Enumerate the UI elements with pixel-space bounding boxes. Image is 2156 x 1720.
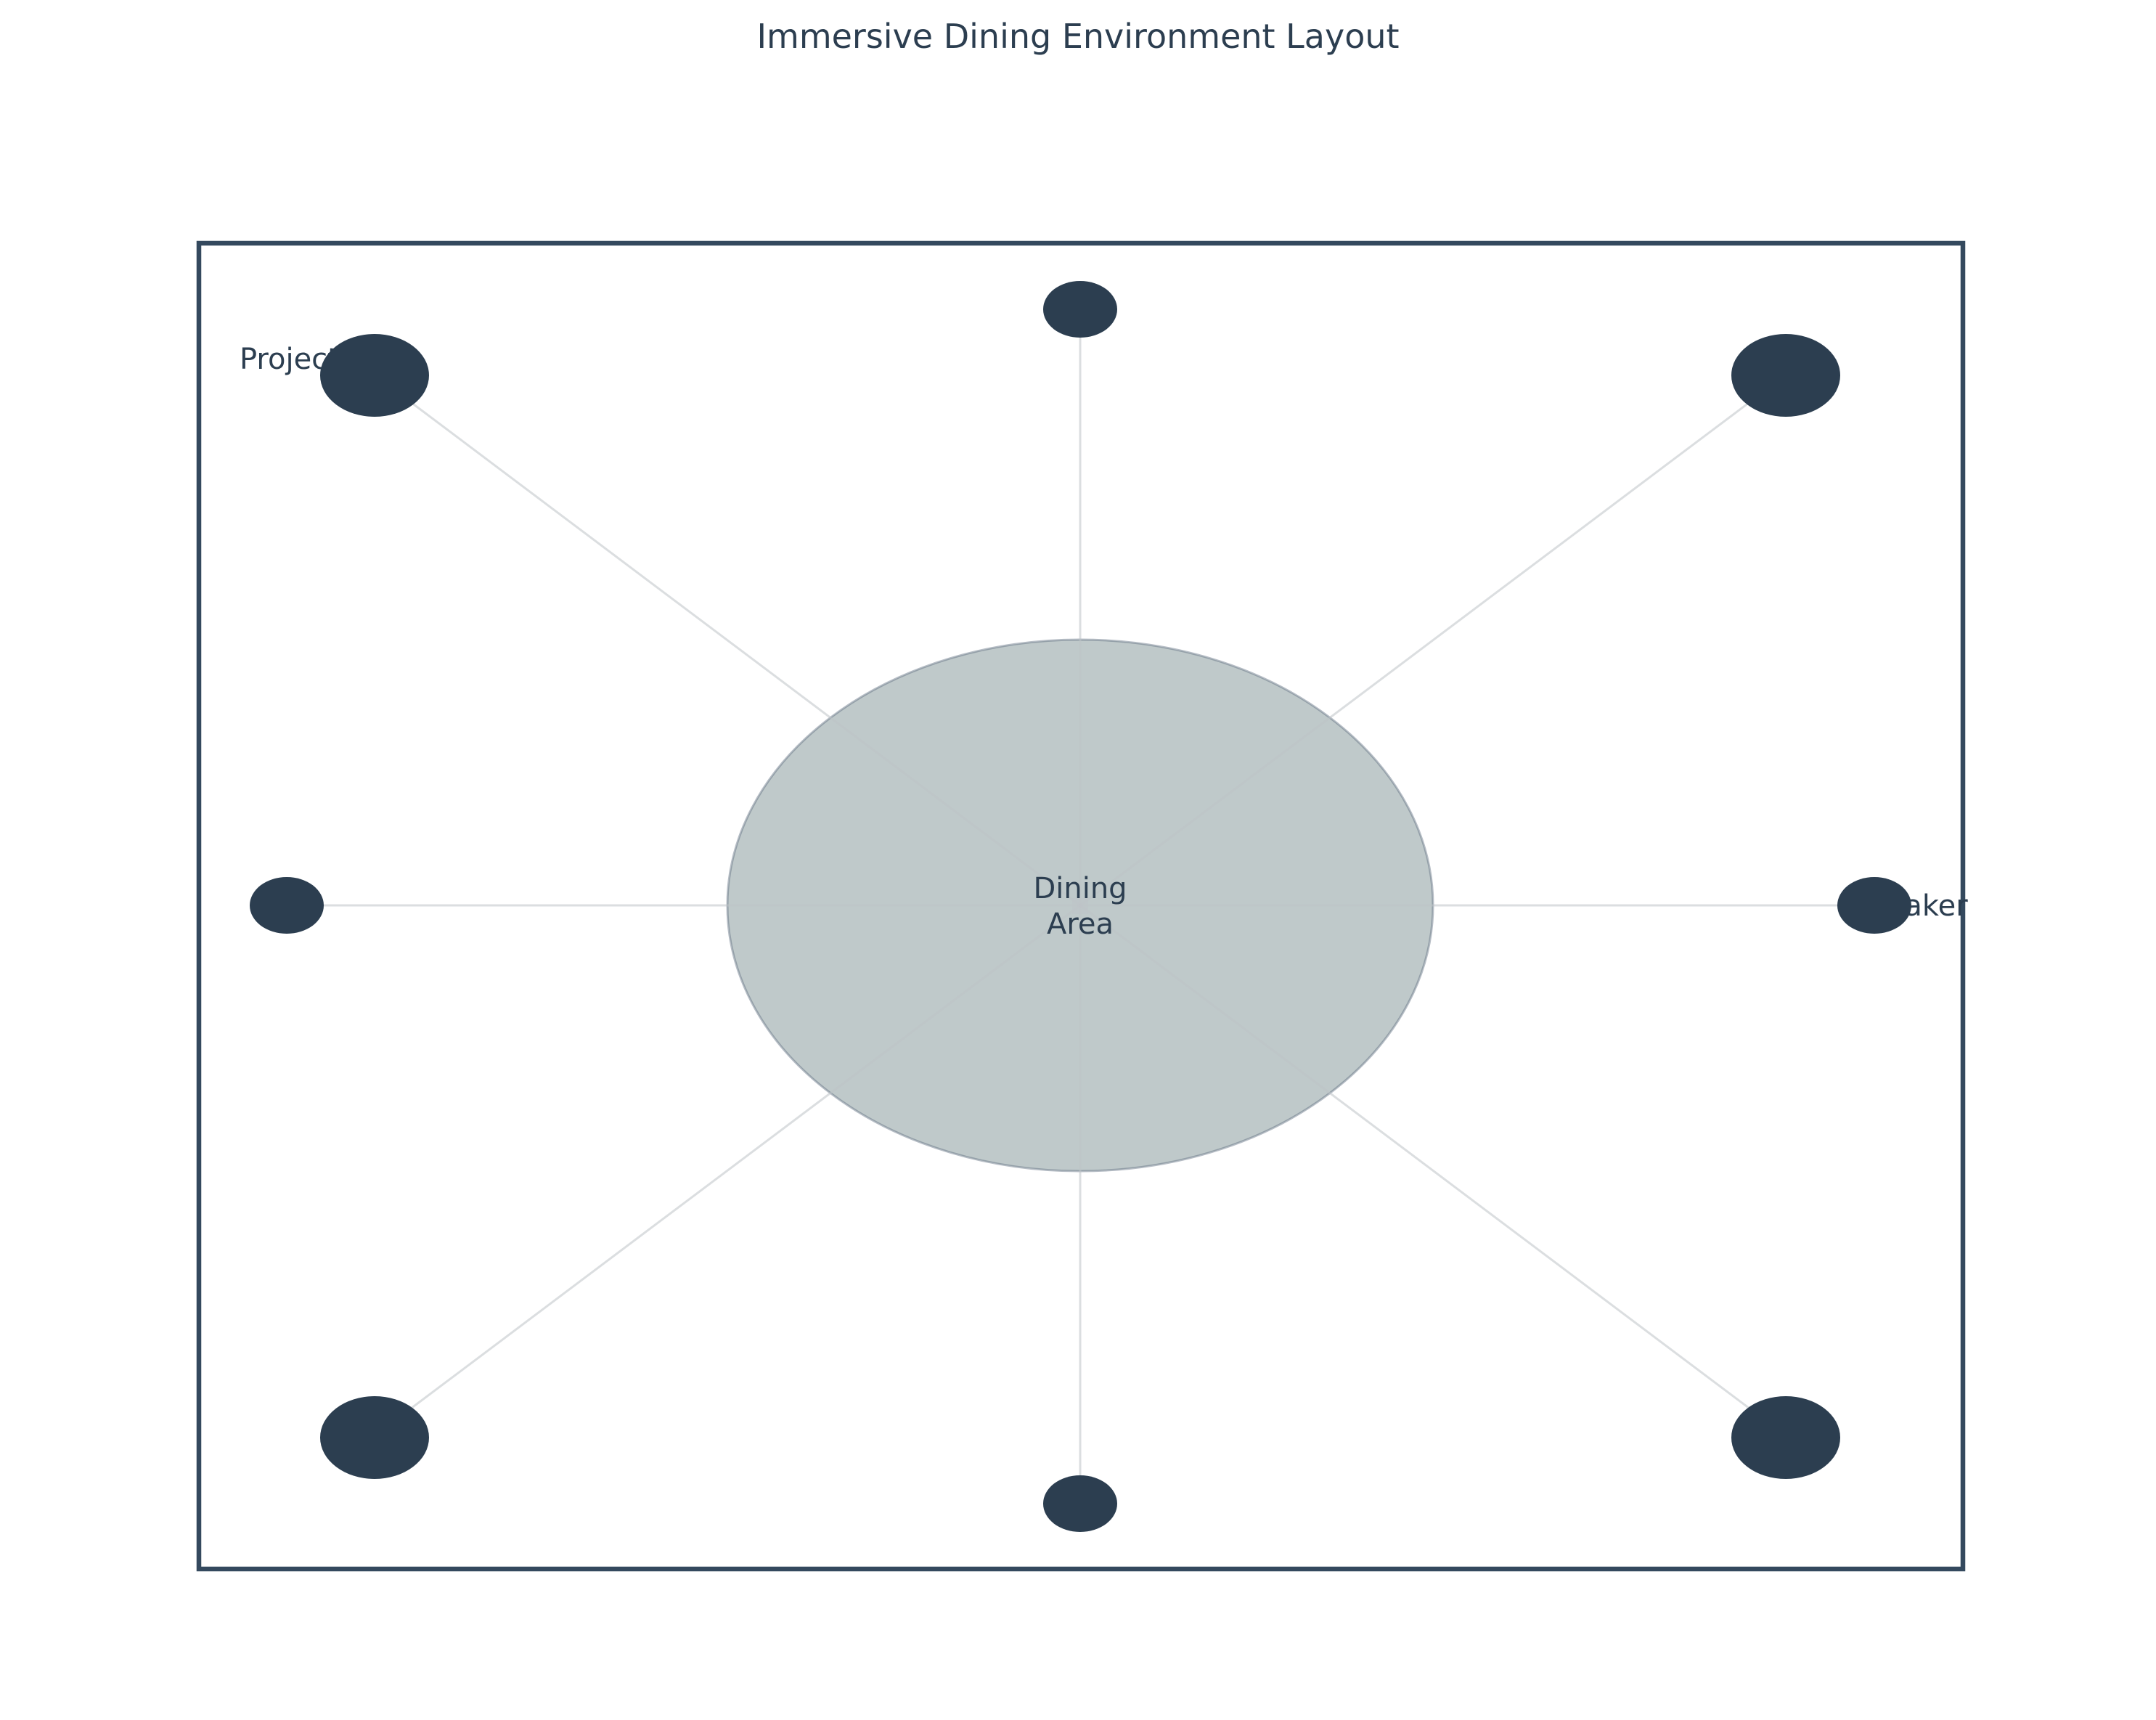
connector-top-right <box>1079 375 1785 907</box>
connector-lines <box>292 314 1870 1497</box>
dining-area-label-line2: Area <box>1047 908 1114 941</box>
connector-bottom-left <box>375 904 1081 1436</box>
speaker-right <box>1837 877 1911 934</box>
projector-bottom-left <box>320 1396 429 1479</box>
connector-bottom-right <box>1079 904 1785 1436</box>
center-marker <box>1072 898 1088 914</box>
dining-area-label-line1: Dining <box>1033 872 1127 905</box>
projector-top-left <box>320 334 429 417</box>
projector-bottom-right <box>1731 1396 1840 1479</box>
speaker-left <box>250 877 324 934</box>
device-markers <box>250 281 1911 1532</box>
speaker-top <box>1043 281 1117 338</box>
projector-top-right <box>1731 334 1840 417</box>
speaker-bottom <box>1043 1475 1117 1532</box>
diagram-title: Immersive Dining Environment Layout <box>756 17 1399 56</box>
connector-top-left <box>375 375 1081 907</box>
room-outline <box>196 240 1966 1572</box>
